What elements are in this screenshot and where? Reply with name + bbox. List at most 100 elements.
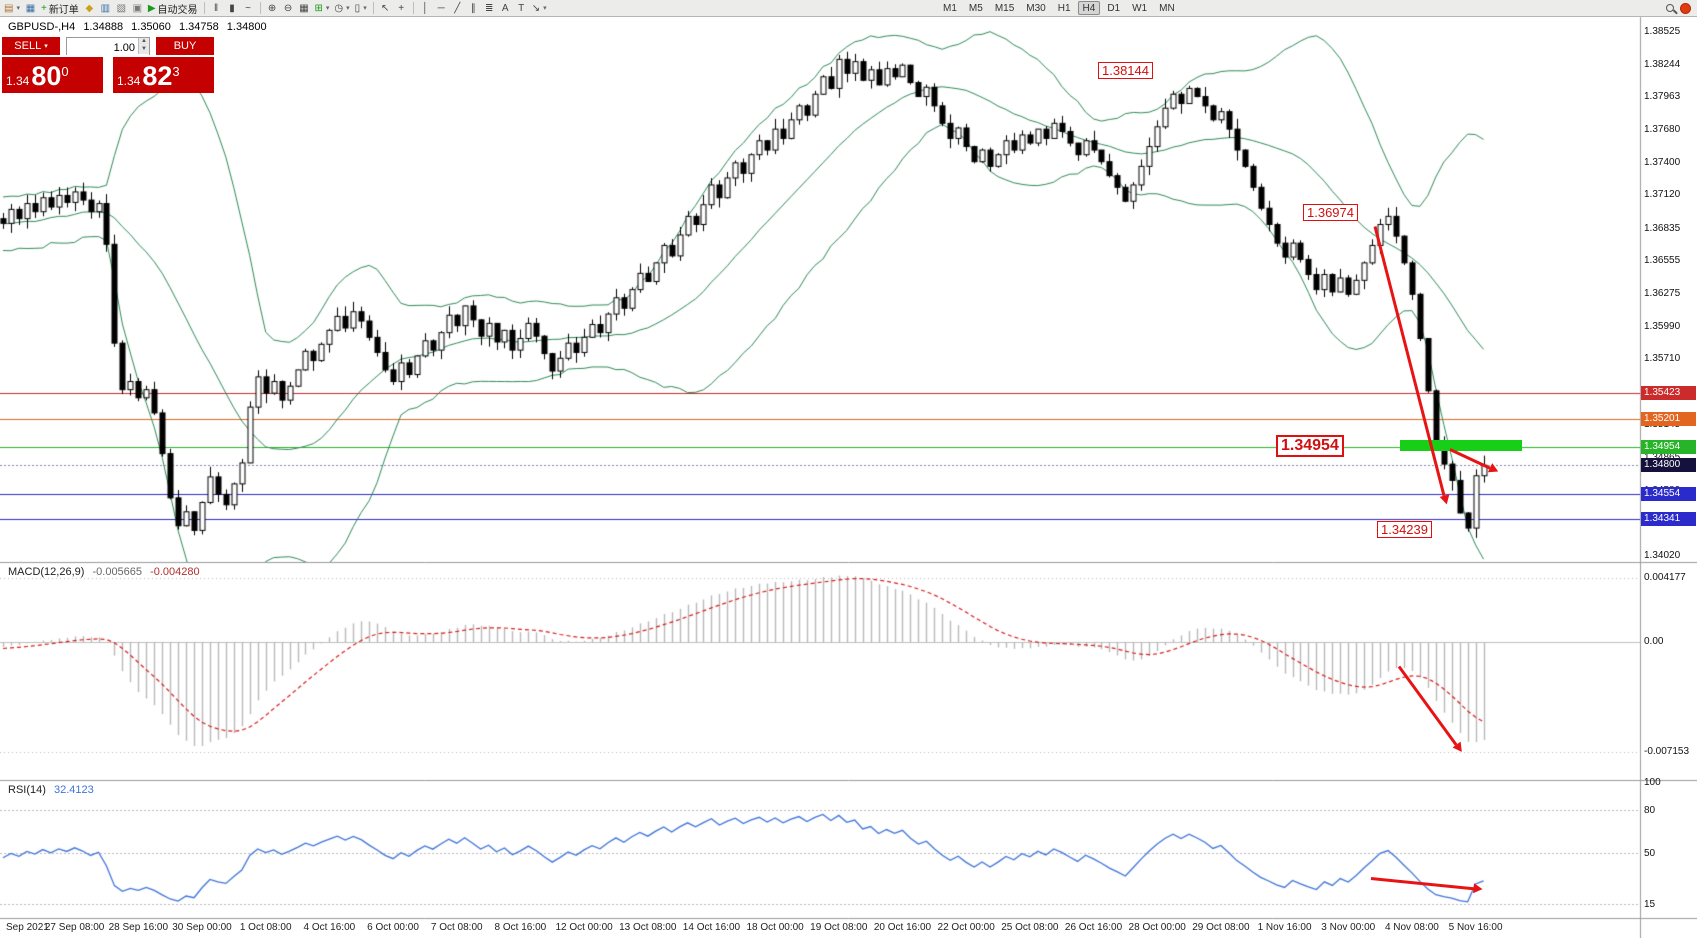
symbol-ohlc-readout: GBPUSD-,H4 1.34888 1.35060 1.34758 1.348… [8,21,272,33]
toolbar-separator [412,2,414,14]
macd-axis-label: -0.007153 [1644,745,1690,757]
templates-icon[interactable]: ▯ ▾ [353,1,369,16]
volume-input[interactable] [67,40,149,56]
crosshair-icon[interactable]: + [394,1,409,16]
terminal-icon-glyph: ▣ [132,2,143,14]
line-chart-icon[interactable]: ~ [241,1,256,16]
timeframe-button-m5[interactable]: M5 [968,2,983,14]
rsi-axis-label: 50 [1644,848,1656,859]
price-axis-tick: 1.34020 [1644,550,1681,561]
equidistant-channel-icon-glyph: ∥ [470,2,476,14]
rsi-name: RSI(14) [8,784,46,796]
navigator-icon-glyph: ▧ [116,2,127,14]
price-callout[interactable]: 1.36974 [1303,204,1358,221]
periods-icon[interactable]: ◷ ▾ [332,1,351,16]
macd-main-value: -0.005665 [92,566,143,578]
navigator-icon[interactable]: ▧ [114,1,129,16]
equidistant-channel-icon[interactable]: ∥ [466,1,481,16]
timeframe-button-m30[interactable]: M30 [1026,2,1046,14]
timeframe-button-w1[interactable]: W1 [1132,2,1148,14]
tile-windows-icon-glyph: ▦ [299,2,309,14]
rsi-axis-label: 80 [1644,804,1656,816]
buy-button-label: BUY [173,40,197,52]
data-window-icon-glyph: ▥ [100,2,111,14]
sell-price-box[interactable]: 1.34 80 0 [2,57,103,93]
price-callout[interactable]: 1.34239 [1377,521,1432,538]
rsi-value: 32.4123 [53,784,94,796]
new-chart-window-icon[interactable]: ▤ ▾ [2,1,22,16]
toolbar-separator [203,2,205,14]
time-axis-label: 29 Oct 08:00 [1192,922,1250,933]
trend-arrow[interactable] [1397,665,1458,746]
toolbar-separator [259,2,261,14]
text-icon-glyph: A [501,2,509,14]
zoom-out-icon-glyph: ⊖ [283,2,293,14]
horizontal-line-icon-glyph: ─ [437,2,445,14]
sell-price-big: 80 [31,61,62,91]
spin-down-icon[interactable]: ▼ [138,46,149,54]
tile-windows-icon[interactable]: ▦ [297,1,312,16]
buy-price-box[interactable]: 1.34 82 3 [113,57,214,93]
zoom-in-icon[interactable]: ⊕ [265,1,280,16]
trend-arrow[interactable] [1373,225,1446,496]
rsi-axis-label: 15 [1644,898,1656,910]
sell-button-label: SELL [14,40,42,52]
timeframe-button-h1[interactable]: H1 [1057,2,1071,14]
spin-up-icon[interactable]: ▲ [138,38,149,46]
time-axis-label: 20 Oct 16:00 [873,922,932,933]
price-callout[interactable]: 1.34954 [1276,435,1344,457]
market-watch-icon[interactable]: ◆ [82,1,97,16]
text-icon[interactable]: A [498,1,513,16]
open-value: 1.34888 [83,21,124,33]
text-label-icon[interactable]: T [514,1,529,16]
profiles-icon[interactable]: ▦ [23,1,38,16]
macd-axis-label: 0.004177 [1644,572,1686,583]
price-axis-tick: 1.36835 [1644,222,1681,234]
buy-button[interactable]: BUY [156,37,214,55]
timeframe-button-m15[interactable]: M15 [994,2,1015,14]
dropdown-arrow-icon[interactable]: ▾ [363,5,367,12]
dropdown-arrow-icon[interactable]: ▾ [543,5,547,12]
vertical-line-icon[interactable]: │ [418,1,433,16]
support-zone-rectangle[interactable] [1400,440,1522,451]
bar-chart-icon[interactable]: ‖ [209,1,224,16]
trendline-icon[interactable]: ╱ [450,1,465,16]
timeframe-button-d1[interactable]: D1 [1107,2,1121,14]
high-value: 1.35060 [131,21,171,33]
new-order-button[interactable]: + 新订单 [39,1,81,16]
notification-icon[interactable] [1680,2,1691,14]
crosshair-icon-glyph: + [398,2,405,14]
terminal-icon[interactable]: ▣ [130,1,145,16]
sell-button[interactable]: SELL ▾ [2,37,60,55]
fibonacci-icon[interactable]: ≣ [482,1,497,16]
new-chart-window-icon-glyph: ▤ [4,2,14,14]
time-axis-label: 19 Oct 08:00 [810,922,868,933]
autotrading-button[interactable]: ▶ 自动交易 [146,1,200,16]
price-axis-tick: 1.36275 [1644,287,1681,299]
zoom-out-icon[interactable]: ⊖ [281,1,296,16]
dropdown-arrow-icon[interactable]: ▾ [325,5,330,12]
timeframe-button-h4[interactable]: H4 [1077,1,1101,15]
time-axis-label: 12 Oct 00:00 [555,922,613,933]
cursor-icon[interactable]: ↖ [378,1,393,16]
dropdown-arrow-icon[interactable]: ▾ [16,5,20,12]
timeframe-button-m1[interactable]: M1 [943,2,957,14]
horizontal-line-icon[interactable]: ─ [434,1,449,16]
time-axis-label: 3 Nov 00:00 [1321,922,1376,933]
autotrading-glyph: ▶ [147,2,156,14]
rsi-indicator-label: RSI(14) 32.4123 [8,784,99,796]
search-icon[interactable] [1666,4,1674,12]
candlestick-chart-icon-glyph: ▮ [229,2,235,14]
symbol-name: GBPUSD-,H4 [8,21,76,33]
data-window-icon[interactable]: ▥ [98,1,113,16]
add-indicator-icon[interactable]: ⊞ ▾ [313,1,332,16]
timeframe-button-mn[interactable]: MN [1159,2,1175,14]
trend-arrow[interactable] [1370,876,1474,890]
dropdown-arrow-icon[interactable]: ▾ [346,5,350,12]
arrows-tool-icon[interactable]: ↘ ▾ [530,1,549,16]
candlestick-chart-icon[interactable]: ▮ [225,1,240,16]
toolbar-left-group: ▤ ▾ ▦ + 新订单 ◆ ▥ ▧ ▣ ▶ 自动交易 ‖ ▮ ~ ⊕ ⊖ ▦ ⊞ ▾ ◷ ▾ ▯ ▾ ↖ + │ ─ ╱ ∥ ≣ A T ↘ ▾ [2,0,549,16]
price-callout[interactable]: 1.38144 [1098,62,1153,79]
new-order-glyph: + [40,2,47,14]
